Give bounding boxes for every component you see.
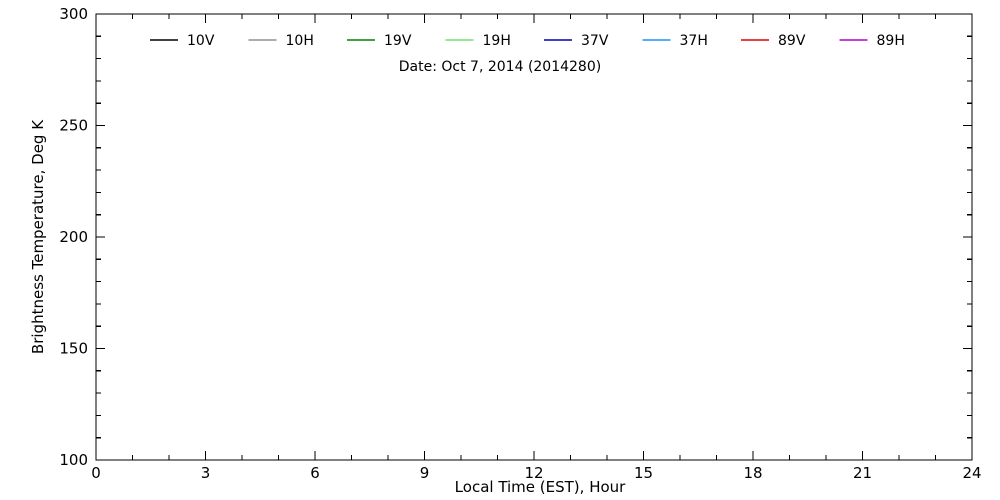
legend-label-19H: 19H bbox=[483, 33, 511, 49]
legend-label-10H: 10H bbox=[286, 33, 314, 49]
x-axis-tick-labels: 0 3 6 9 12 15 18 21 24 bbox=[91, 464, 981, 482]
y-axis-tick-labels: 100 150 200 250 300 bbox=[59, 5, 88, 469]
x-tick-label: 3 bbox=[201, 464, 211, 482]
y-tick-label: 150 bbox=[59, 340, 88, 358]
x-tick-label: 0 bbox=[91, 464, 101, 482]
x-axis-major-ticks bbox=[95, 14, 973, 460]
legend-entry-10V[interactable]: 10V bbox=[150, 33, 215, 49]
y-tick-label: 250 bbox=[59, 117, 88, 135]
legend-label-89V: 89V bbox=[778, 33, 806, 49]
x-tick-label: 24 bbox=[962, 464, 981, 482]
y-tick-label: 200 bbox=[59, 228, 88, 246]
x-tick-label: 21 bbox=[853, 464, 872, 482]
legend-label-37V: 37V bbox=[581, 33, 609, 49]
legend-label-19V: 19V bbox=[384, 33, 412, 49]
y-axis-minor-ticks bbox=[96, 35, 972, 439]
legend-entry-37H[interactable]: 37H bbox=[642, 33, 708, 49]
x-axis-title: Local Time (EST), Hour bbox=[455, 478, 626, 496]
y-axis-title: Brightness Temperature, Deg K bbox=[29, 119, 47, 354]
y-tick-label: 300 bbox=[59, 5, 88, 23]
x-tick-label: 6 bbox=[310, 464, 320, 482]
legend-label-10V: 10V bbox=[187, 33, 215, 49]
legend-entry-89H[interactable]: 89H bbox=[839, 33, 905, 49]
date-annotation: Date: Oct 7, 2014 (2014280) bbox=[399, 59, 601, 75]
legend-label-37H: 37H bbox=[680, 33, 708, 49]
x-axis-minor-ticks bbox=[131, 14, 937, 460]
legend-entry-19H[interactable]: 19H bbox=[445, 33, 511, 49]
chart-legend: 10V 10H 19V 19H 37V 37H 89V 89H bbox=[150, 33, 905, 49]
x-tick-label: 15 bbox=[634, 464, 653, 482]
legend-label-89H: 89H bbox=[877, 33, 905, 49]
x-tick-label: 18 bbox=[743, 464, 762, 482]
legend-entry-37V[interactable]: 37V bbox=[544, 33, 609, 49]
x-tick-label: 9 bbox=[420, 464, 430, 482]
legend-entry-19V[interactable]: 19V bbox=[347, 33, 412, 49]
legend-entry-10H[interactable]: 10H bbox=[248, 33, 314, 49]
y-tick-label: 100 bbox=[59, 451, 88, 469]
y-axis-major-ticks bbox=[96, 13, 972, 461]
x-tick-label: 12 bbox=[524, 464, 543, 482]
legend-entry-89V[interactable]: 89V bbox=[741, 33, 806, 49]
